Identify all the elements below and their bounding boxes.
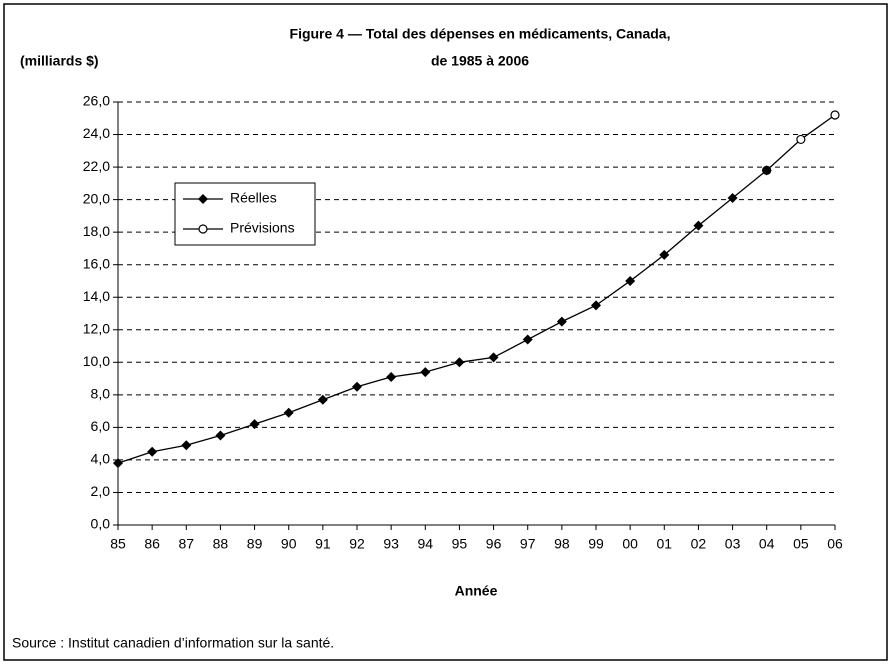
marker (488, 352, 499, 363)
x-tick-label: 93 (383, 536, 399, 552)
x-tick-label: 00 (622, 536, 638, 552)
source: Source : Institut canadien d’information… (12, 635, 334, 651)
legend-label: Réelles (230, 190, 277, 206)
marker (522, 334, 533, 345)
marker (693, 220, 704, 231)
y-tick-label: 20,0 (83, 190, 110, 206)
x-tick-label: 02 (691, 536, 707, 552)
marker (591, 300, 601, 311)
legend-label: Prévisions (230, 220, 295, 236)
x-tick-label: 87 (178, 536, 194, 552)
y-tick-label: 18,0 (83, 223, 110, 239)
x-tick-label: 99 (588, 536, 604, 552)
marker (454, 357, 465, 368)
marker (317, 394, 328, 405)
marker (215, 430, 226, 441)
marker (181, 440, 192, 451)
x-tick-label: 90 (281, 536, 297, 552)
y-tick-label: 6,0 (91, 418, 111, 434)
y-tick-label: 14,0 (83, 288, 110, 304)
marker (420, 367, 431, 378)
marker (625, 275, 636, 286)
y-tick-label: 24,0 (83, 125, 110, 141)
marker (796, 134, 806, 145)
y-tick-label: 16,0 (83, 255, 110, 271)
x-tick-label: 86 (144, 536, 160, 552)
series-line (117, 169, 768, 464)
marker (556, 316, 567, 327)
x-tick-label: 96 (486, 536, 502, 552)
x-tick-label: 85 (110, 536, 126, 552)
x-tick-label: 01 (656, 536, 672, 552)
marker (113, 458, 123, 469)
x-tick-label: 04 (759, 536, 775, 552)
frame (3, 3, 888, 661)
x-tick-label: 91 (315, 536, 331, 552)
y-tick-label: 4,0 (91, 451, 111, 467)
y-tick-label: 0,0 (91, 516, 111, 532)
y-tick-label: 26,0 (83, 93, 110, 109)
legend-marker (198, 224, 208, 234)
marker (727, 192, 738, 203)
x-tick-label: 97 (520, 536, 536, 552)
y-tick-label: 8,0 (91, 386, 111, 402)
x-tick-label: 05 (793, 536, 809, 552)
x-tick-label: 88 (213, 536, 229, 552)
marker (761, 165, 772, 176)
x-tick-label: 94 (417, 536, 433, 552)
y-tick-label: 12,0 (83, 320, 110, 336)
x-tick-label: 89 (247, 536, 263, 552)
y-tick-label: 2,0 (91, 483, 111, 499)
x-tick-label: 92 (349, 536, 365, 552)
marker (249, 419, 260, 430)
chart-title: Figure 4 — Total des dépenses en médicam… (290, 26, 671, 42)
marker (386, 371, 397, 382)
marker (283, 407, 294, 418)
y-axis-label: (milliards $) (20, 53, 99, 69)
x-axis-label: Année (455, 583, 498, 599)
chart-subtitle: de 1985 à 2006 (431, 53, 529, 69)
legend-box (174, 182, 316, 246)
marker (659, 249, 670, 260)
x-tick-label: 95 (452, 536, 468, 552)
marker (830, 110, 840, 120)
y-tick-label: 10,0 (83, 353, 110, 369)
y-tick-label: 22,0 (83, 158, 110, 174)
marker (352, 381, 362, 392)
legend-marker (198, 194, 208, 204)
x-tick-label: 98 (554, 536, 570, 552)
marker (147, 446, 158, 457)
x-tick-label: 03 (725, 536, 741, 552)
x-tick-label: 06 (827, 536, 843, 552)
